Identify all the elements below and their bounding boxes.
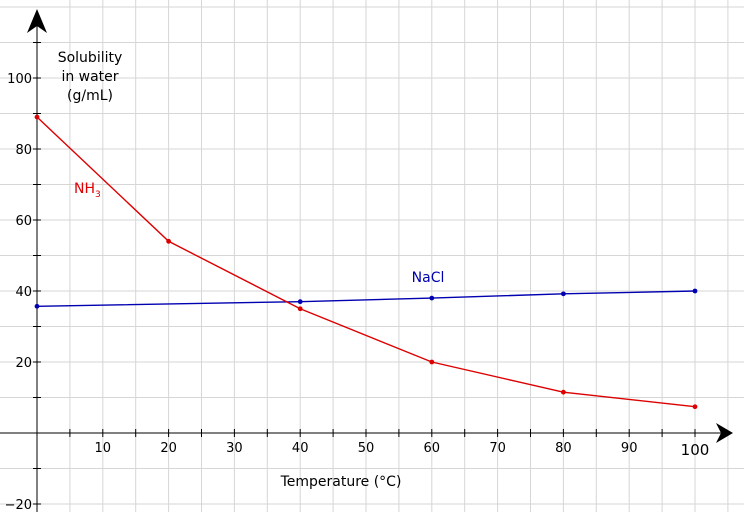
x-tick-label: 100 <box>681 441 710 459</box>
data-point-nh3 <box>166 238 172 244</box>
x-tick-label: 70 <box>489 441 506 456</box>
x-tick-label: 10 <box>95 441 112 456</box>
series-label-nh3-subscript: 3 <box>95 190 101 200</box>
series-layer <box>34 114 698 410</box>
y-axis-arrowhead <box>27 9 47 33</box>
tick-marks <box>33 42 696 505</box>
data-point-nh3 <box>34 114 40 120</box>
y-tick-label: 40 <box>15 285 32 300</box>
axes <box>0 9 733 512</box>
data-point-nh3 <box>297 306 303 312</box>
y-tick-label: 60 <box>15 214 32 229</box>
y-axis-title-line-2: in water <box>61 69 118 85</box>
x-tick-label: 20 <box>160 441 177 456</box>
x-axis-title: Temperature (°C) <box>280 474 402 490</box>
data-point-nh3 <box>561 389 566 395</box>
y-axis-title-line-3: (g/mL) <box>67 88 113 104</box>
x-tick-label: 90 <box>621 441 638 456</box>
x-tick-label: 50 <box>358 441 375 456</box>
x-tick-label: 80 <box>555 441 572 456</box>
y-tick-label: 80 <box>15 143 32 158</box>
x-tick-labels: 10 20 30 40 50 60 70 80 90 100 <box>95 441 710 459</box>
data-point-nh3 <box>692 404 698 410</box>
data-point-nh3 <box>429 359 435 365</box>
y-tick-label: 100 <box>7 72 32 87</box>
x-tick-label: 40 <box>292 441 309 456</box>
y-tick-label: −20 <box>5 498 32 512</box>
y-tick-labels: −20 20 40 60 80 100 <box>5 72 32 512</box>
x-tick-label: 30 <box>226 441 243 456</box>
series-label-nh3: NH3 <box>74 181 101 200</box>
series-label-nh3-main: NH <box>74 181 95 197</box>
x-axis-arrowhead <box>716 423 733 443</box>
data-point-nacl <box>561 291 566 297</box>
data-point-nacl <box>692 288 698 294</box>
y-tick-label: 20 <box>15 356 32 371</box>
series-label-nacl: NaCl <box>412 270 445 286</box>
series-line-nh3 <box>36 116 696 408</box>
data-point-nacl <box>34 303 40 309</box>
x-tick-label: 60 <box>424 441 441 456</box>
data-point-nacl <box>429 295 435 301</box>
data-point-nacl <box>297 299 303 305</box>
y-axis-title-line-1: Solubility <box>58 50 123 66</box>
